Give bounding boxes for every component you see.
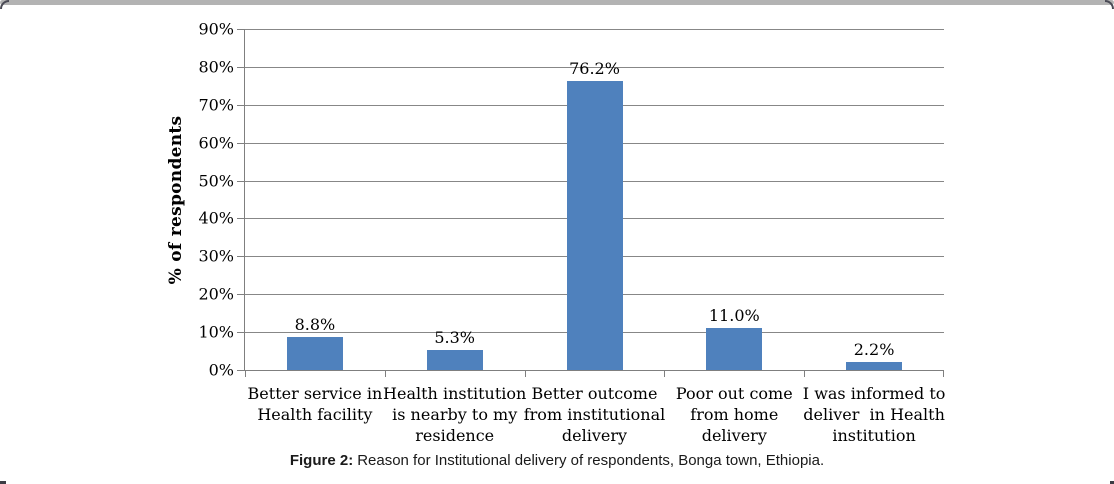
y-axis-tick-label: 80% [198, 57, 234, 77]
bar-value-label: 2.2% [853, 339, 895, 359]
y-axis-tick-label: 90% [198, 19, 234, 39]
bar [426, 349, 483, 370]
y-axis-tick [237, 104, 244, 106]
bar-value-label: 76.2% [569, 59, 620, 79]
y-axis-tick [237, 66, 244, 68]
y-axis-tick-label: 70% [198, 95, 234, 115]
bar [706, 328, 763, 370]
y-axis-tick-label: 50% [198, 171, 234, 191]
x-axis-tick [804, 371, 805, 377]
x-category-label: Better service in Health facility [247, 384, 383, 424]
y-axis-tick-label: 30% [198, 246, 234, 266]
figure-top-border [0, 0, 1114, 5]
x-category-label: Poor out come from home delivery [675, 384, 793, 445]
bar [286, 336, 343, 370]
y-axis-tick-label: 0% [208, 360, 234, 380]
bar [846, 361, 903, 370]
figure-caption: Figure 2: Reason for Institutional delive… [0, 451, 1114, 471]
gridline [245, 66, 944, 68]
y-axis-tick [237, 332, 244, 334]
figure-frame-corner-top-left [0, 0, 9, 9]
bar [566, 81, 623, 370]
figure-caption-label: Figure 2: [289, 452, 354, 469]
figure-frame-corner-bottom-left [0, 481, 6, 484]
x-category-label: Better outcome from institutional delive… [523, 384, 666, 445]
x-axis-tick [385, 371, 386, 377]
x-axis-tick [525, 371, 526, 377]
y-axis-tick [237, 294, 244, 296]
figure-frame-corner-top-right [1105, 0, 1114, 9]
y-axis-tick [237, 29, 244, 30]
bar-value-label: 5.3% [434, 327, 476, 347]
figure-frame-corner-bottom-right [1110, 481, 1114, 484]
bar-value-label: 11.0% [708, 306, 760, 326]
y-axis-tick [237, 256, 244, 258]
y-axis-tick [237, 218, 244, 220]
y-axis-tick-label: 40% [198, 208, 234, 228]
x-axis-tick [664, 371, 665, 377]
y-axis-tick [237, 180, 244, 182]
plot-area: 0% 10% 20% 30% 40% 50% 60% 70% 80% 90% 8.8% Better … [198, 20, 945, 446]
x-axis-tick [245, 371, 246, 377]
figure-caption-text: Reason for Institutional delivery of res… [357, 452, 825, 469]
y-axis-tick [237, 370, 244, 371]
y-axis-title: % of respondents [166, 115, 186, 285]
gridline [245, 29, 944, 30]
x-category-label: I was informed to deliver in Health inst… [802, 384, 946, 445]
y-axis-tick-label: 60% [198, 133, 234, 153]
x-axis-tick [943, 371, 944, 377]
bar-value-label: 8.8% [294, 314, 336, 334]
y-axis-tick-label: 20% [198, 284, 234, 304]
y-axis-tick [237, 142, 244, 144]
y-axis-tick-label: 10% [198, 322, 234, 342]
x-category-label: Health institution is nearby to my resid… [383, 384, 527, 445]
